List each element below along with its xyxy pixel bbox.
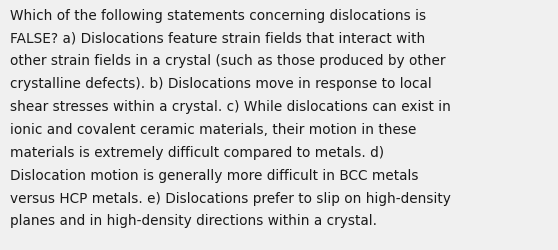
Text: versus HCP metals. e) Dislocations prefer to slip on high-density: versus HCP metals. e) Dislocations prefe… bbox=[10, 191, 451, 205]
Text: Which of the following statements concerning dislocations is: Which of the following statements concer… bbox=[10, 9, 426, 23]
Text: crystalline defects). b) Dislocations move in response to local: crystalline defects). b) Dislocations mo… bbox=[10, 77, 432, 91]
Text: materials is extremely difficult compared to metals. d): materials is extremely difficult compare… bbox=[10, 145, 384, 159]
Text: ionic and covalent ceramic materials, their motion in these: ionic and covalent ceramic materials, th… bbox=[10, 122, 416, 136]
Text: FALSE? a) Dislocations feature strain fields that interact with: FALSE? a) Dislocations feature strain fi… bbox=[10, 32, 425, 46]
Text: planes and in high-density directions within a crystal.: planes and in high-density directions wi… bbox=[10, 214, 377, 228]
Text: Dislocation motion is generally more difficult in BCC metals: Dislocation motion is generally more dif… bbox=[10, 168, 418, 182]
Text: shear stresses within a crystal. c) While dislocations can exist in: shear stresses within a crystal. c) Whil… bbox=[10, 100, 451, 114]
Text: other strain fields in a crystal (such as those produced by other: other strain fields in a crystal (such a… bbox=[10, 54, 445, 68]
